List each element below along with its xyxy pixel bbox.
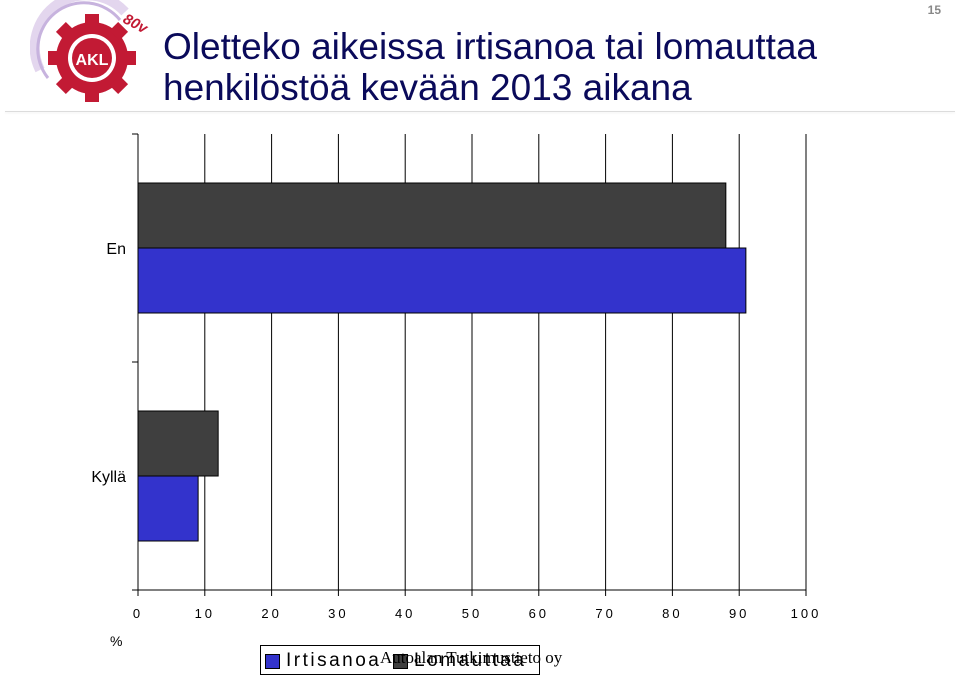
x-tick-label-70: 70 — [595, 606, 615, 621]
bar-irtisanoa-0 — [137, 247, 747, 314]
x-axis-label: % — [110, 633, 123, 649]
page-title: Oletteko aikeissa irtisanoa tai lomautta… — [163, 26, 818, 108]
bar-lomauttaa-0 — [137, 182, 727, 249]
category-label-1: Kyllä — [91, 469, 126, 486]
x-tick-label-0: 0 — [133, 606, 143, 621]
legend-swatch-lomauttaa — [393, 653, 408, 669]
legend-item-lomauttaa: Lomauttaa — [393, 650, 526, 672]
x-tick-label-90: 90 — [729, 606, 749, 621]
legend: Irtisanoa Lomauttaa — [260, 645, 540, 675]
legend-swatch-irtisanoa — [265, 653, 280, 669]
legend-label-irtisanoa: Irtisanoa — [286, 650, 382, 671]
legend-label-lomauttaa: Lomauttaa — [414, 650, 527, 671]
x-tick-label-20: 20 — [261, 606, 281, 621]
x-tick-label-10: 10 — [195, 606, 215, 621]
x-tick-label-50: 50 — [462, 606, 482, 621]
category-label-0: En — [106, 241, 126, 258]
gear-icon — [48, 14, 136, 102]
legend-item-irtisanoa: Irtisanoa — [265, 650, 381, 672]
source-footer: Autoalan Tutkimustieto oy — [380, 648, 563, 667]
x-tick-label-100: 100 — [791, 606, 822, 621]
logo-arc — [29, 0, 129, 73]
x-tick-label-30: 30 — [328, 606, 348, 621]
logo-text: AKL — [76, 52, 109, 69]
header-divider — [5, 111, 955, 112]
x-tick-label-60: 60 — [529, 606, 549, 621]
bar-lomauttaa-1 — [137, 410, 219, 477]
bar-irtisanoa-1 — [137, 475, 199, 542]
page-number: 15 — [927, 3, 941, 17]
akl-logo: AKL 80v — [29, 0, 155, 105]
x-tick-label-40: 40 — [395, 606, 415, 621]
x-tick-label-80: 80 — [662, 606, 682, 621]
